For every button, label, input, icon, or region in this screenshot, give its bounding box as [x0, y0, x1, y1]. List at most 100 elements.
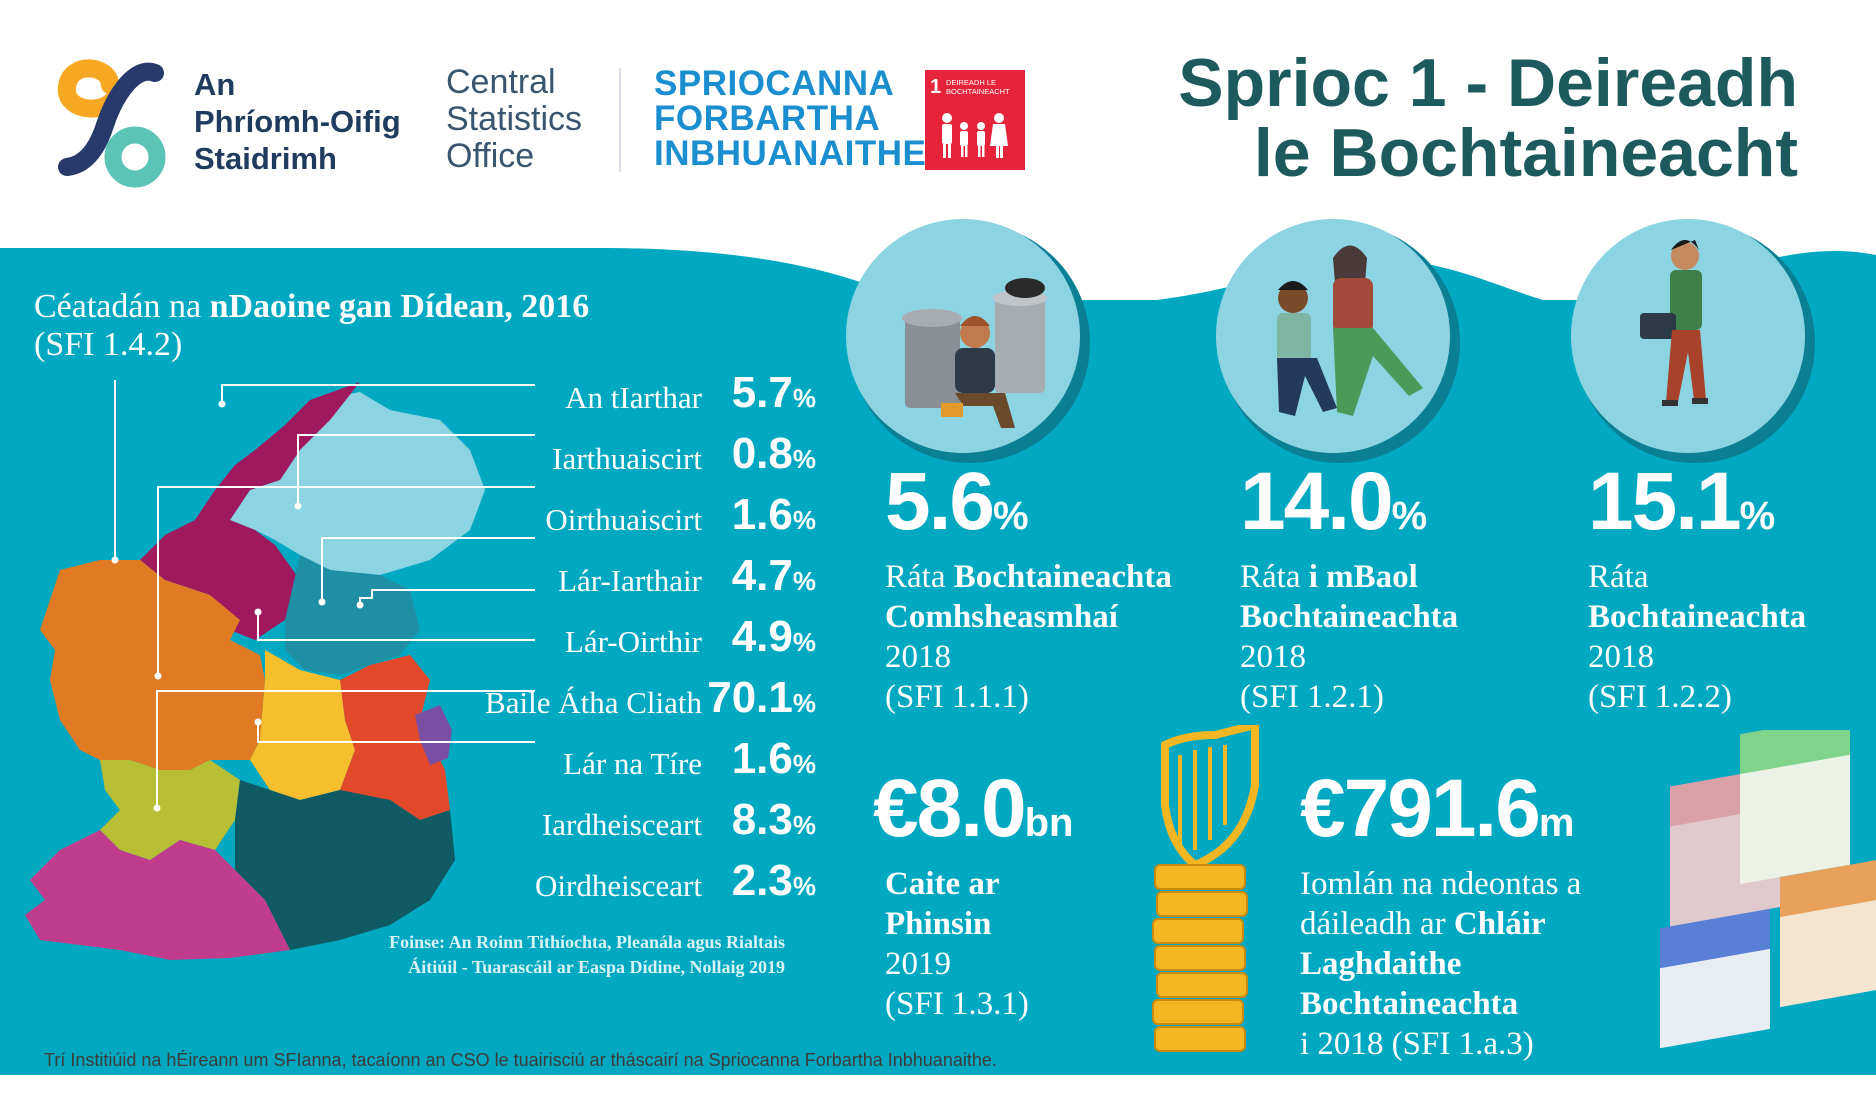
- region-oirdheisceart: [235, 780, 455, 950]
- desc-text: Ráta: [1588, 559, 1649, 595]
- value-number: 0.8: [731, 429, 793, 478]
- value-unit: %: [792, 383, 816, 413]
- stat-unit: %: [993, 494, 1029, 538]
- stat-number: 5.6: [885, 456, 995, 547]
- desc-bold: Phinsin: [885, 906, 992, 942]
- source-note: Foinse: An Roinn Tithíochta, Pleanála ag…: [295, 930, 785, 980]
- stat-ref: (SFI 1.3.1): [885, 986, 1029, 1022]
- region-label: Iardheisceart: [541, 807, 702, 842]
- value-unit: %: [792, 871, 816, 901]
- value-number: 1.6: [731, 734, 793, 783]
- stat-value: 15.1%: [1588, 461, 1806, 557]
- desc-text: Iomlán na ndeontas a: [1300, 866, 1582, 902]
- sdg-line-1: SPRIOCANNA: [654, 64, 895, 103]
- stat-poverty-rate: 15.1% Ráta Bochtaineachta 2018 (SFI 1.2.…: [1588, 461, 1806, 717]
- stat-year: 2018: [885, 639, 951, 675]
- badge-line-2: BOCHTAINEACHT: [946, 87, 1010, 96]
- source-line-1: Foinse: An Roinn Tithíochta, Pleanála ag…: [389, 932, 785, 952]
- value-number: 4.7: [731, 551, 793, 600]
- desc-text: Ráta: [885, 559, 954, 595]
- stat-description: Ráta Bochtaineachta 2018 (SFI 1.2.2): [1588, 557, 1806, 717]
- value-number: 2.3: [731, 856, 793, 905]
- desc-bold: Bochtaineachta: [1300, 986, 1519, 1022]
- stat-value: 5.6%: [885, 461, 1172, 557]
- title-line-1: Sprioc 1 - Deireadh: [1178, 45, 1798, 121]
- source-line-2: Áitiúil - Tuarascáil ar Easpa Dídine, No…: [408, 957, 785, 977]
- region-lar-na-tire: [250, 650, 355, 800]
- desc-bold: i mBaol: [1308, 559, 1418, 595]
- stat-description: Ráta i mBaol Bochtaineachta 2018 (SFI 1.…: [1240, 557, 1458, 717]
- region-label: Baile Átha Cliath: [485, 685, 702, 720]
- region-value: 5.7%: [732, 371, 816, 420]
- cso-logo-icon: [58, 59, 166, 188]
- family-icon: [942, 113, 1008, 158]
- map-title-regular: Céatadán na: [34, 288, 210, 325]
- value-unit: %: [792, 566, 816, 596]
- logo-line-3: Staidrimh: [194, 141, 337, 176]
- value-number: 1.6: [731, 490, 793, 539]
- page-title: Sprioc 1 - Deireadh le Bochtaineacht: [1178, 48, 1798, 188]
- money-stacks-illustration: [1660, 730, 1876, 1049]
- badge-text: DEIREADH LE BOCHTAINEACHT: [946, 78, 1010, 96]
- stat-number: 14.0: [1240, 456, 1394, 547]
- stat-year: 2018: [1588, 639, 1654, 675]
- stat-year: 2019: [885, 946, 951, 982]
- stat-value: 14.0%: [1240, 461, 1458, 557]
- region-lar-oirthir: [340, 655, 450, 820]
- desc-bold: Chláir: [1453, 906, 1546, 942]
- desc-bold: Caite ar: [885, 866, 1000, 902]
- stat-number: 15.1: [1588, 456, 1742, 547]
- value-number: 8.3: [731, 795, 793, 844]
- header-divider: [619, 68, 621, 172]
- stat-poverty-grants: €791.6m Iomlán na ndeontas a dáileadh ar…: [1300, 768, 1581, 1064]
- title-line-2: le Bochtaineacht: [1253, 115, 1798, 191]
- walking-girl-illustration: [1571, 219, 1815, 463]
- stat-persistent-poverty: 5.6% Ráta Bochtaineachta Comhsheasmhaí 2…: [885, 461, 1172, 717]
- cso-line-1: Central: [446, 63, 556, 101]
- cso-irish-name: An Phríomh-Oifig Staidrimh: [194, 66, 401, 177]
- desc-bold: Laghdaithe: [1300, 946, 1462, 982]
- stat-number: €791.6: [1300, 763, 1541, 854]
- desc-bold: Bochtaineachta: [1240, 599, 1459, 635]
- footer-note: Trí Institiúid na hÉireann um SFIanna, t…: [44, 1050, 997, 1070]
- region-value: 70.1%: [707, 676, 816, 725]
- region-value: 0.8%: [732, 432, 816, 481]
- region-iarthuaiscirt: [140, 382, 360, 640]
- badge-number: 1: [930, 76, 942, 98]
- value-unit: %: [792, 749, 816, 779]
- value-unit: %: [792, 627, 816, 657]
- cso-line-2: Statistics: [446, 100, 583, 138]
- region-label: Oirdheisceart: [535, 868, 702, 903]
- region-border-teal: [285, 555, 420, 675]
- value-number: 70.1: [707, 673, 793, 722]
- pension-coins-illustration: [1152, 725, 1259, 1052]
- stat-description: Ráta Bochtaineachta Comhsheasmhaí 2018 (…: [885, 557, 1172, 717]
- sdg-logo-text: SPRIOCANNA FORBARTHA INBHUANAITHE: [654, 66, 926, 171]
- stat-number: €8.0: [873, 763, 1027, 854]
- value-unit: %: [792, 505, 816, 535]
- region-label: Oirthuaiscirt: [545, 502, 702, 537]
- region-value: 1.6%: [732, 493, 816, 542]
- stat-unit: m: [1538, 801, 1575, 845]
- desc-text: Ráta: [1240, 559, 1309, 595]
- map-title: Céatadán na nDaoine gan Dídean, 2016 (SF…: [34, 288, 589, 364]
- region-value: 8.3%: [732, 798, 816, 847]
- ireland-map: [25, 380, 535, 960]
- stat-pensions: €8.0bn Caite ar Phinsin 2019 (SFI 1.3.1): [873, 768, 1073, 1024]
- stat-unit: bn: [1024, 801, 1074, 845]
- cso-english-name: Central Statistics Office: [446, 64, 582, 175]
- stat-ref: (SFI 1.2.1): [1240, 679, 1384, 715]
- value-unit: %: [792, 810, 816, 840]
- stat-description: Iomlán na ndeontas a dáileadh ar Chláir …: [1300, 864, 1581, 1064]
- map-title-bold: nDaoine gan Dídean, 2016: [209, 288, 590, 325]
- value-unit: %: [792, 688, 816, 718]
- stat-unit: %: [1739, 494, 1776, 538]
- cso-line-3: Office: [446, 137, 535, 175]
- region-value: 2.3%: [732, 859, 816, 908]
- region-label: Lár-Oirthir: [564, 624, 702, 659]
- region-lar-iarthair: [100, 760, 240, 860]
- desc-text: dáileadh ar: [1300, 906, 1454, 942]
- region-iardheisceart: [25, 830, 290, 960]
- sitting-couple-illustration: [1216, 219, 1460, 463]
- region-label: Lár na Tíre: [563, 746, 702, 781]
